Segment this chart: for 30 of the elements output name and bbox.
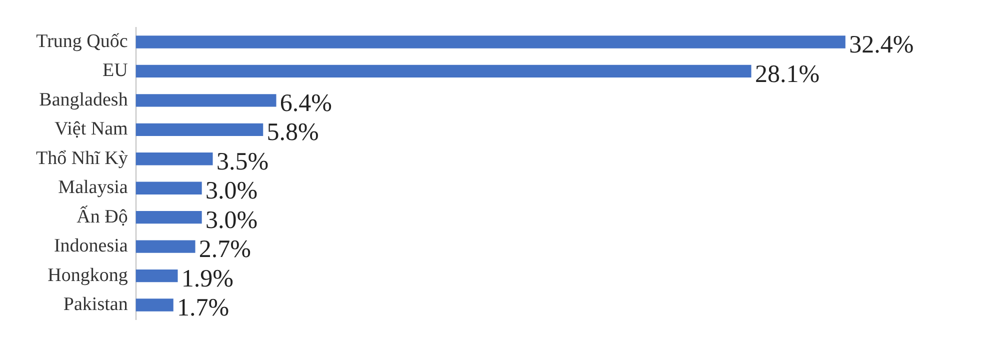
data-label: 3.0% bbox=[206, 206, 258, 234]
y-tick-label: Pakistan bbox=[63, 294, 128, 315]
y-tick-label: Việt Nam bbox=[54, 118, 128, 140]
y-tick-label: Malaysia bbox=[58, 177, 128, 198]
data-label: 2.7% bbox=[198, 236, 252, 264]
bar bbox=[136, 152, 213, 166]
y-tick-label: EU bbox=[102, 60, 128, 82]
bar bbox=[136, 240, 196, 253]
data-label: 5.8% bbox=[266, 119, 319, 146]
data-label: 1.9% bbox=[181, 265, 234, 292]
bar bbox=[136, 211, 202, 224]
bar bbox=[136, 123, 264, 136]
data-label: 1.7% bbox=[177, 294, 230, 322]
data-label: 3.5% bbox=[216, 148, 269, 176]
bar bbox=[136, 94, 276, 107]
y-tick-label: Hongkong bbox=[48, 264, 128, 286]
bar bbox=[136, 298, 174, 312]
y-tick-label: Indonesia bbox=[54, 236, 128, 257]
y-tick-label: Ấn Độ bbox=[76, 205, 128, 228]
data-label: 28.1% bbox=[754, 60, 820, 88]
y-tick-label: Thổ Nhĩ Kỳ bbox=[36, 148, 128, 169]
bar bbox=[136, 36, 846, 48]
y-tick-label: Bangladesh bbox=[39, 89, 128, 110]
bar bbox=[136, 64, 752, 78]
y-tick-label: Trung Quốc bbox=[36, 30, 128, 52]
data-label: 3.0% bbox=[206, 178, 258, 205]
bar bbox=[136, 269, 178, 282]
bar bbox=[136, 182, 202, 194]
data-label: 32.4% bbox=[849, 32, 914, 59]
data-label: 6.4% bbox=[280, 90, 332, 118]
